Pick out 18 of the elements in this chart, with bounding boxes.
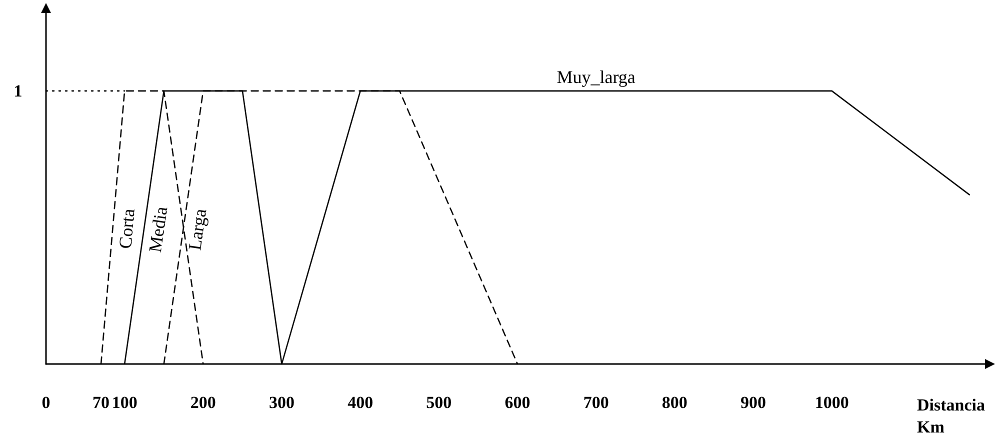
x-tick-label: 100 <box>112 393 138 412</box>
x-tick-label: 700 <box>583 393 609 412</box>
x-tick-label: 0 <box>42 393 50 412</box>
x-tick-label: 1000 <box>814 393 849 412</box>
x-tick-label: 800 <box>662 393 688 412</box>
x-tick-label: 200 <box>190 393 216 412</box>
x-tick-label: 70 <box>92 393 110 412</box>
x-tick-label: 300 <box>269 393 294 412</box>
series-label: Muy_larga <box>556 66 636 87</box>
x-tick-label: 600 <box>504 393 530 412</box>
text: Corta <box>115 208 138 250</box>
text: 1 <box>14 81 22 100</box>
x-axis-title: Distancia Km <box>917 396 990 436</box>
x-tick-label: 400 <box>348 393 374 412</box>
x-tick-label: 900 <box>740 393 766 412</box>
text: Larga <box>184 207 210 252</box>
x-tick-label: 500 <box>426 393 452 412</box>
text: Media <box>144 205 172 254</box>
